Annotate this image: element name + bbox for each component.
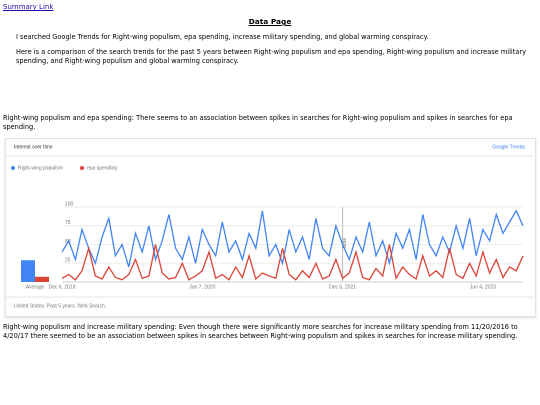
intro-text: Here is a comparison of the search trend… [16,48,526,65]
y-tick-label: 100 [65,201,74,207]
average-bar [21,260,35,282]
series-line [61,244,524,281]
x-tick-label: Dec 6, 2018 [49,284,76,290]
annotation: Note [342,238,348,249]
legend-swatch [80,166,84,170]
series-line [61,209,524,268]
x-tick-label: Dec 5, 2021 [329,284,356,290]
section-text: Right-wing populism and epa spending: Th… [3,114,513,131]
y-tick-label: 75 [65,220,71,226]
page-title: Data Page [248,17,292,26]
legend-swatch [11,166,15,170]
widget-footer: United States. Past 5 years. Web Search. [14,303,106,309]
x-tick-label: Jun 7, 2020 [189,284,215,290]
x-tick-label: Jun 4, 2023 [470,284,496,290]
legend-label: epa spending [87,165,117,171]
section-text: Right-wing populism and increase militar… [3,323,518,340]
average-label: Average [26,284,45,290]
y-tick-label: 25 [65,258,71,264]
legend-label: Right-wing populism [18,165,63,171]
widget-header: Interest over time [14,144,53,150]
average-bar [35,276,49,282]
widget-brand: Google Trends [492,144,525,150]
summary-link[interactable]: Summary Link [3,3,54,11]
trends-widget [5,138,536,317]
intro-text: I searched Google Trends for Right-wing … [16,33,429,41]
